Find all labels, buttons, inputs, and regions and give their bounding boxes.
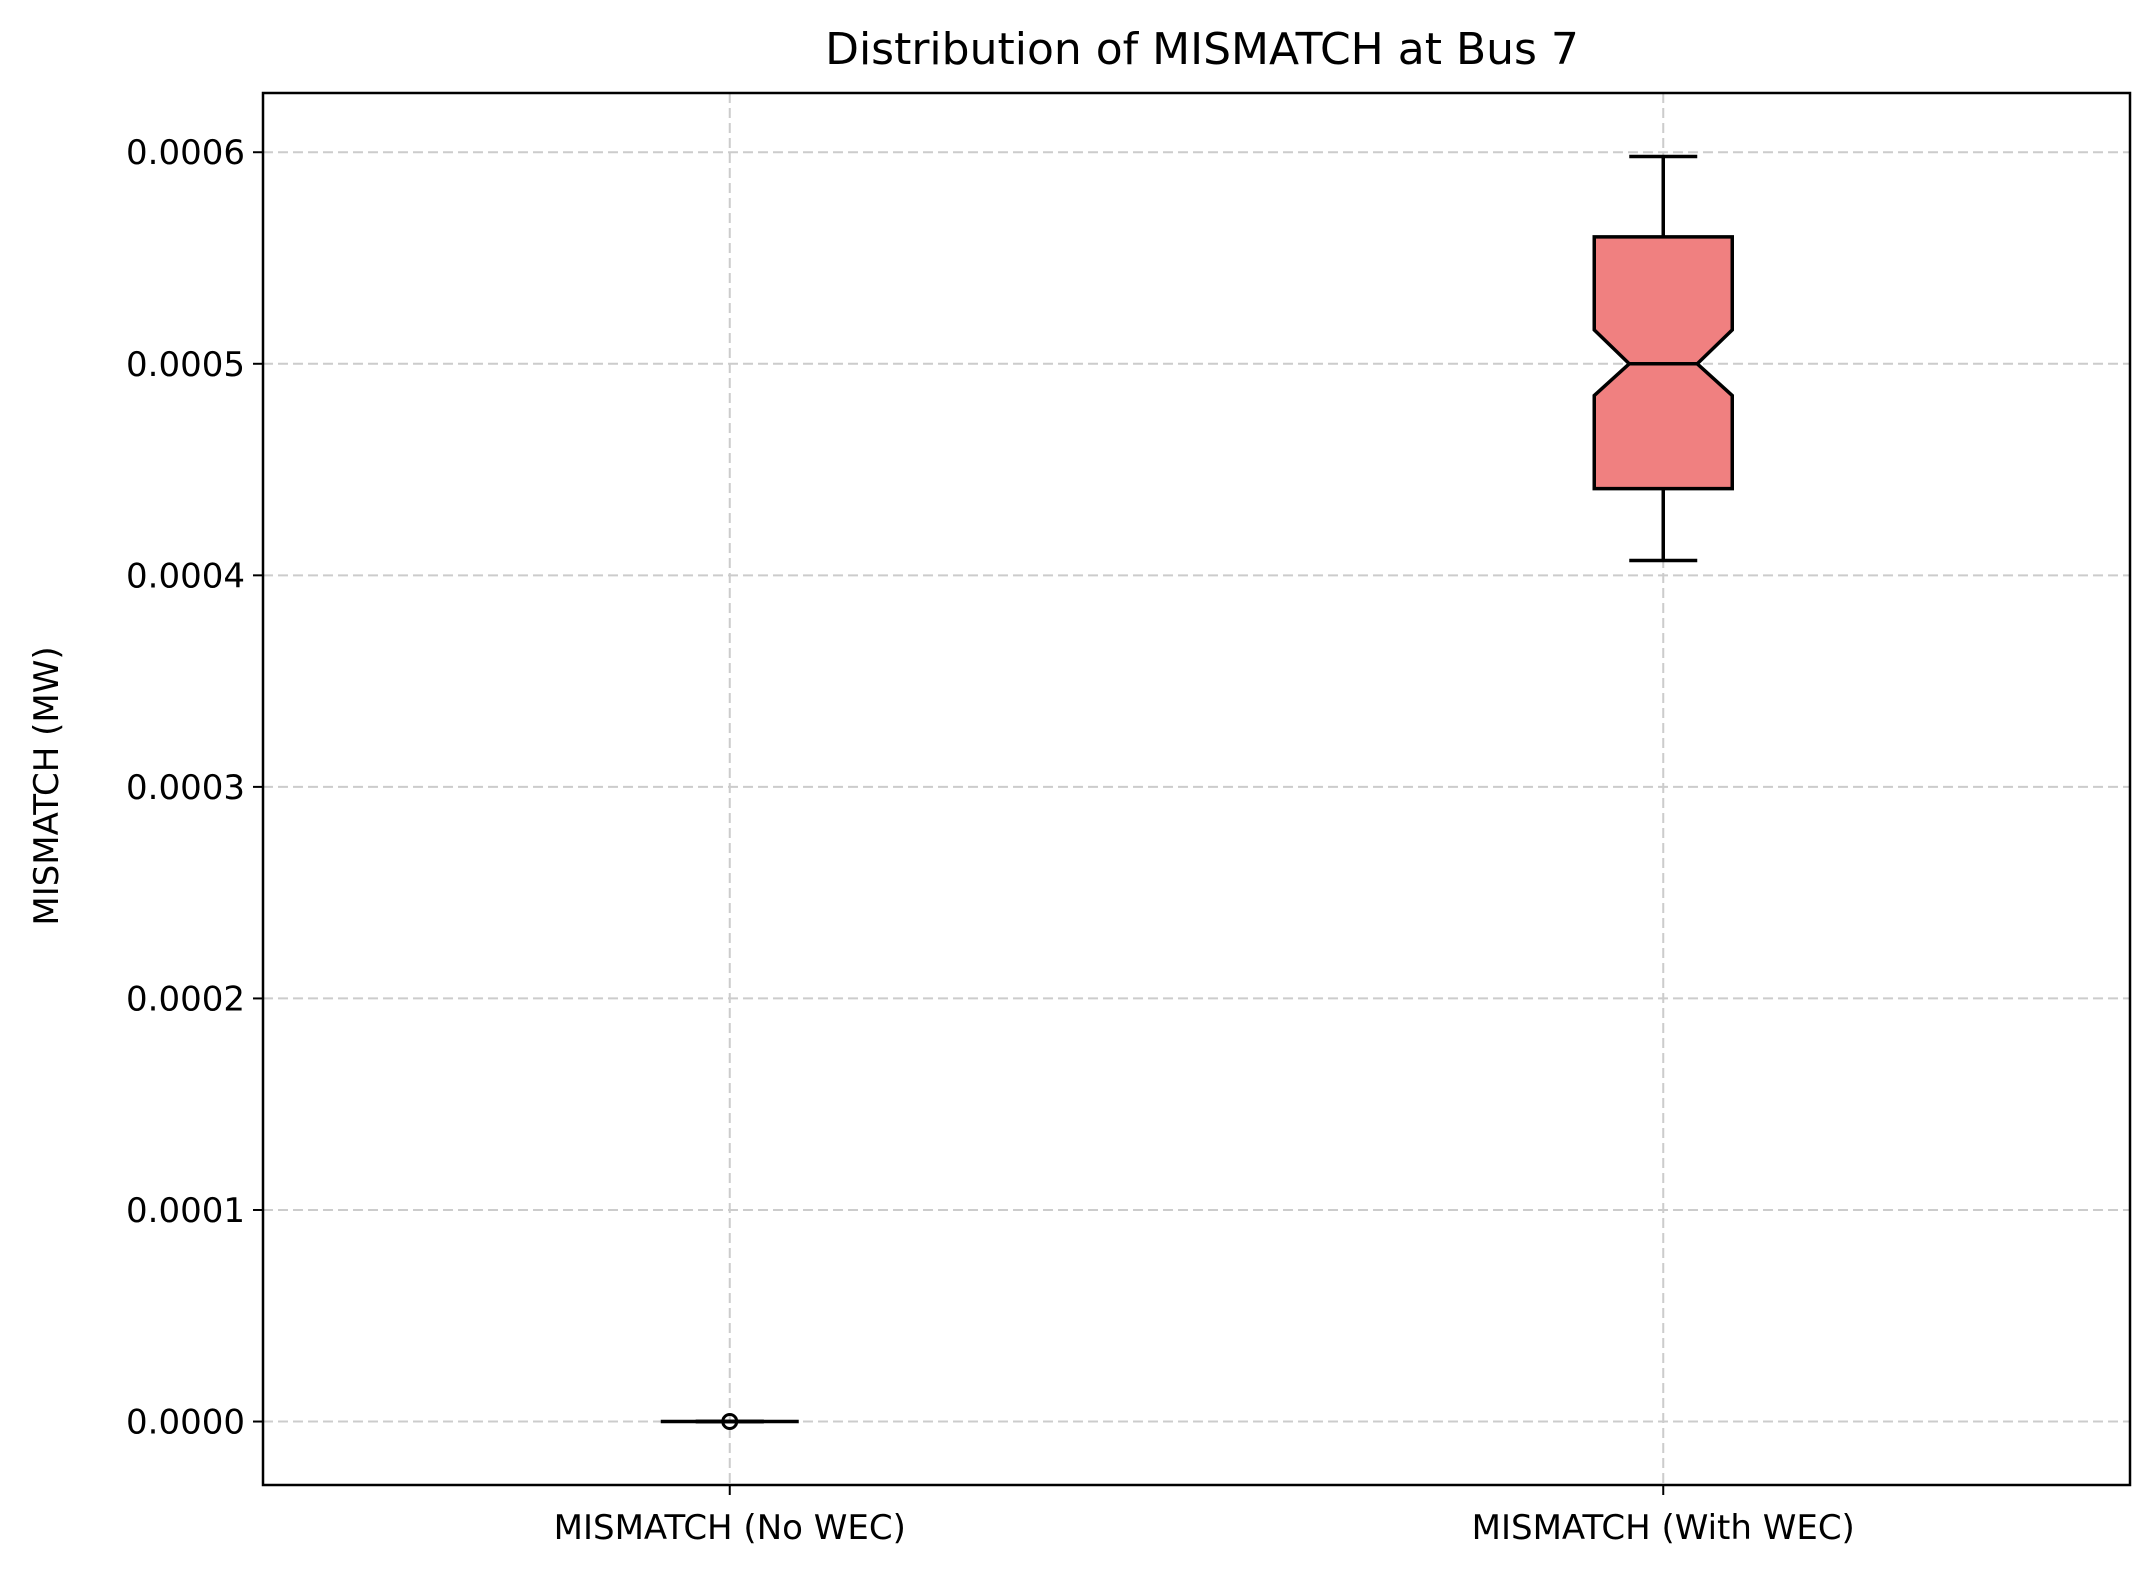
chart-title: Distribution of MISMATCH at Bus 7: [825, 24, 1579, 75]
y-tick-label: 0.0005: [126, 345, 245, 385]
flier-point: [721, 1413, 739, 1431]
y-tick-label: 0.0001: [126, 1191, 245, 1231]
plot-frame: [261, 91, 2132, 1487]
y-tick-label: 0.0003: [126, 768, 245, 808]
box-group: [660, 154, 1734, 1431]
x-tick-label: MISMATCH (With WEC): [1472, 1508, 1855, 1548]
box-1: [660, 1413, 799, 1431]
box-2: [1592, 154, 1734, 563]
y-axis-label: MISMATCH (MW): [27, 646, 67, 925]
axes: 0.0000 0.0001 0.0002 0.0003 0.0004 0.0005 0.00…: [126, 91, 2132, 1548]
y-tick-label: 0.0000: [126, 1403, 245, 1443]
y-tick-label: 0.0004: [126, 556, 245, 596]
grid-lines: [263, 93, 2130, 1485]
x-tick-label: MISMATCH (No WEC): [554, 1508, 906, 1548]
y-tick-label: 0.0002: [126, 979, 245, 1019]
y-tick-label: 0.0006: [126, 133, 245, 173]
